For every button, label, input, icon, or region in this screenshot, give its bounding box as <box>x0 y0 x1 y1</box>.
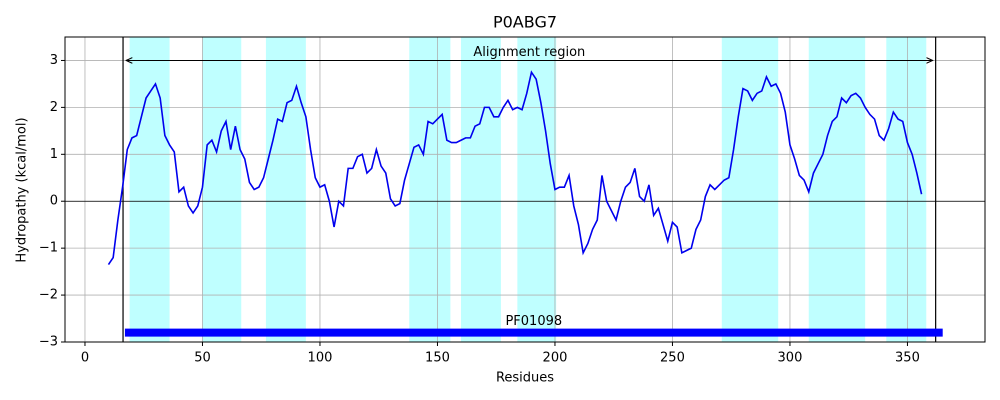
domain-label: PF01098 <box>505 314 562 329</box>
x-tick-label: 350 <box>895 351 920 366</box>
alignment-label: Alignment region <box>473 45 585 60</box>
hydrophobic-region <box>129 37 170 342</box>
y-tick-label: 3 <box>50 53 58 68</box>
hydrophobic-region <box>202 37 242 342</box>
hydrophobic-region <box>721 37 779 342</box>
hydrophobic-region <box>460 37 501 342</box>
x-tick-label: 150 <box>425 351 450 366</box>
x-tick-label: 100 <box>308 351 333 366</box>
x-axis-label: Residues <box>496 371 554 386</box>
x-tick-label: 300 <box>778 351 803 366</box>
y-tick-label: 2 <box>50 100 58 115</box>
chart-title: P0ABG7 <box>493 13 557 32</box>
y-tick-label: −3 <box>39 335 58 350</box>
y-tick-label: 1 <box>50 147 58 162</box>
domain-bar <box>124 328 943 337</box>
plot-frame <box>64 36 986 343</box>
x-tick-label: 0 <box>81 351 89 366</box>
hydropathy-line <box>107 70 923 266</box>
y-tick-label: −2 <box>39 288 58 303</box>
x-tick-label: 200 <box>543 351 568 366</box>
x-tick-label: 250 <box>660 351 685 366</box>
hydrophobic-region <box>808 37 866 342</box>
y-axis-label: Hydropathy (kcal/mol) <box>15 117 30 262</box>
hydrophobic-region <box>409 37 451 342</box>
hydrophobic-region <box>517 37 557 342</box>
x-tick-label: 50 <box>194 351 211 366</box>
hydrophobic-region <box>265 37 306 342</box>
y-tick-label: −1 <box>39 241 58 256</box>
hydrophobic-region <box>886 37 927 342</box>
y-tick-label: 0 <box>50 194 58 209</box>
